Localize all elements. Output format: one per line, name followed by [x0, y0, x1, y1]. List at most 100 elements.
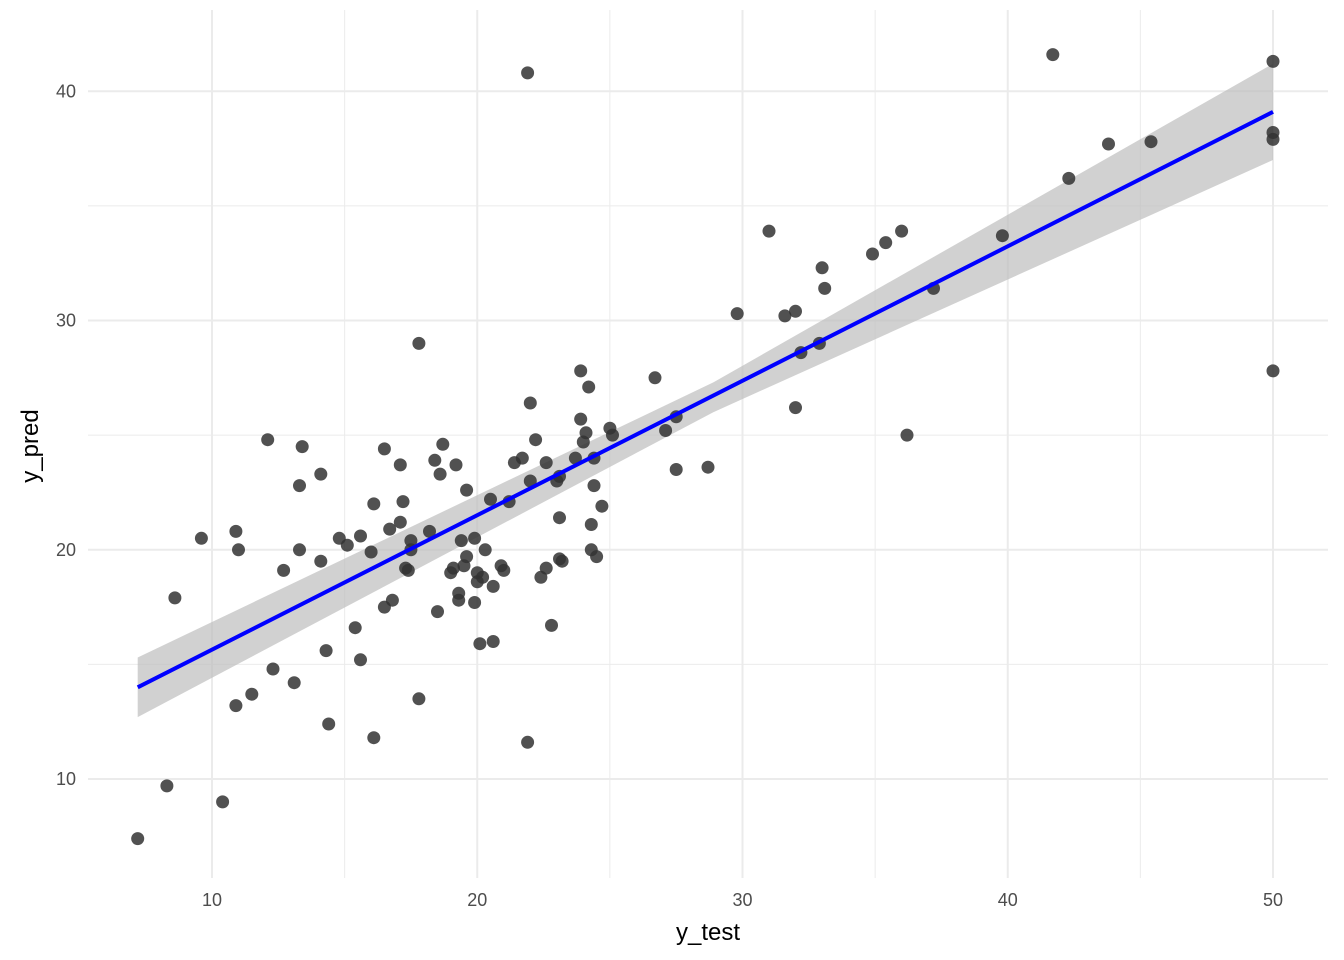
- data-point: [131, 832, 145, 846]
- data-point: [486, 579, 500, 593]
- data-point: [521, 66, 535, 80]
- data-point: [789, 401, 802, 415]
- data-point: [393, 515, 407, 529]
- data-point: [523, 474, 537, 488]
- data-point: [866, 247, 879, 261]
- data-point: [521, 735, 535, 749]
- data-point: [900, 428, 914, 442]
- data-point: [555, 554, 569, 568]
- data-point: [584, 518, 598, 531]
- data-point: [478, 543, 492, 557]
- data-point: [396, 495, 410, 509]
- data-point: [484, 492, 497, 506]
- data-point: [449, 458, 463, 472]
- data-point: [367, 497, 381, 511]
- data-point: [194, 531, 208, 545]
- data-point: [789, 304, 802, 318]
- fit-line-layer: [136, 110, 1274, 690]
- data-point: [473, 637, 487, 651]
- confidence-band: [137, 63, 1274, 718]
- data-point: [762, 224, 776, 238]
- data-point: [454, 534, 468, 548]
- data-point: [314, 554, 328, 568]
- data-point: [1266, 54, 1280, 68]
- data-point: [277, 563, 291, 577]
- y-axis-ticks: 10 20 30 40: [56, 81, 76, 789]
- data-point: [1266, 364, 1280, 378]
- data-point: [1062, 171, 1076, 185]
- data-point: [545, 618, 558, 632]
- data-point: [539, 456, 553, 470]
- data-point: [293, 543, 306, 557]
- data-point: [1102, 137, 1115, 151]
- data-point: [446, 561, 460, 575]
- x-axis-ticks: 10 20 30 40 50: [202, 890, 1283, 910]
- data-point: [261, 433, 275, 447]
- y-tick-label: 30: [56, 311, 76, 331]
- data-point: [669, 463, 683, 476]
- data-point: [606, 428, 619, 442]
- data-point: [314, 467, 328, 481]
- data-point: [778, 309, 792, 323]
- data-point: [1046, 48, 1060, 62]
- data-point: [364, 545, 378, 559]
- data-point: [216, 795, 230, 809]
- data-point: [995, 229, 1009, 243]
- data-point: [476, 570, 490, 584]
- data-point: [582, 380, 596, 394]
- data-points-layer: [131, 48, 1280, 846]
- data-point: [590, 550, 604, 564]
- data-point: [468, 531, 482, 545]
- data-point: [322, 717, 336, 731]
- data-point: [579, 426, 593, 440]
- data-point: [354, 529, 367, 543]
- data-point: [428, 453, 442, 467]
- data-point: [412, 692, 426, 706]
- data-point: [595, 499, 609, 513]
- data-point: [340, 538, 354, 552]
- data-point: [701, 460, 715, 474]
- data-point: [401, 563, 415, 577]
- data-point: [1266, 132, 1280, 146]
- x-tick-label: 40: [998, 890, 1018, 910]
- data-point: [319, 644, 333, 658]
- data-point: [587, 479, 601, 493]
- y-axis-title: y_pred: [17, 409, 44, 482]
- data-point: [412, 336, 426, 350]
- data-point: [895, 224, 909, 238]
- data-point: [818, 281, 832, 295]
- data-point: [229, 524, 243, 538]
- data-point: [266, 662, 280, 676]
- data-point: [452, 586, 466, 600]
- data-point: [160, 779, 174, 793]
- data-point: [367, 731, 381, 745]
- x-tick-label: 30: [732, 890, 752, 910]
- data-point: [436, 437, 450, 451]
- y-tick-label: 10: [56, 769, 76, 789]
- data-point: [385, 593, 399, 607]
- data-point: [354, 653, 367, 667]
- data-point: [404, 534, 418, 548]
- data-point: [460, 483, 474, 497]
- data-point: [497, 563, 511, 577]
- data-point: [815, 261, 829, 275]
- x-tick-label: 20: [467, 890, 487, 910]
- x-tick-label: 10: [202, 890, 222, 910]
- data-point: [574, 364, 588, 378]
- data-point: [879, 236, 893, 250]
- data-point: [383, 522, 397, 536]
- data-point: [433, 467, 447, 481]
- data-point: [523, 396, 537, 410]
- y-tick-label: 40: [56, 81, 76, 101]
- data-point: [574, 412, 588, 426]
- data-point: [393, 458, 407, 472]
- data-point: [529, 433, 543, 447]
- data-point: [486, 635, 500, 648]
- data-point: [168, 591, 182, 605]
- data-point: [423, 524, 436, 538]
- x-axis-title: y_test: [676, 919, 740, 946]
- data-point: [468, 596, 482, 609]
- data-point: [553, 511, 566, 525]
- data-point: [287, 676, 301, 690]
